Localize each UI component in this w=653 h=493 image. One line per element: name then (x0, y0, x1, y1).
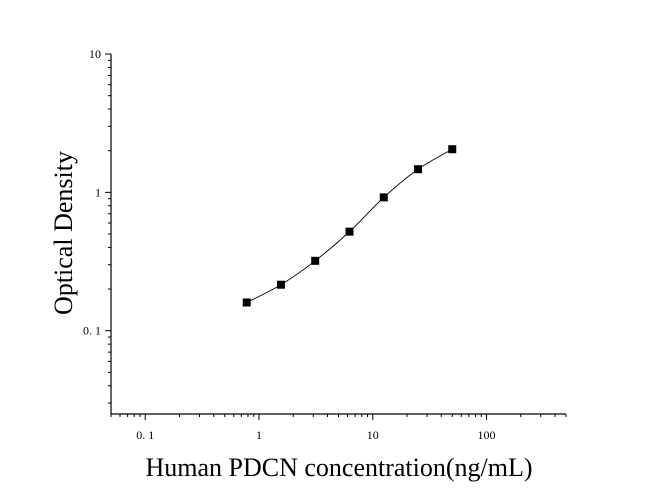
data-point (311, 256, 320, 265)
data-point (379, 193, 388, 202)
x-tick-label: 0. 1 (136, 428, 154, 442)
data-point (414, 165, 423, 174)
data-points-layer (242, 145, 457, 307)
axes: 0. 1 1 10 100 0. 1 1 10 (83, 47, 567, 442)
y-axis-title: Optical Density (49, 151, 78, 315)
y-tick-label: 0. 1 (83, 324, 101, 338)
data-point (448, 145, 457, 154)
data-point (345, 227, 354, 236)
data-point (242, 298, 251, 307)
y-tick-label: 1 (95, 185, 101, 199)
x-axis-title: Human PDCN concentration(ng/mL) (145, 453, 532, 482)
x-tick-label: 100 (477, 428, 495, 442)
data-point (276, 280, 285, 289)
x-tick-label: 10 (367, 428, 379, 442)
y-tick-label: 10 (89, 47, 101, 61)
x-tick-label: 1 (256, 428, 262, 442)
